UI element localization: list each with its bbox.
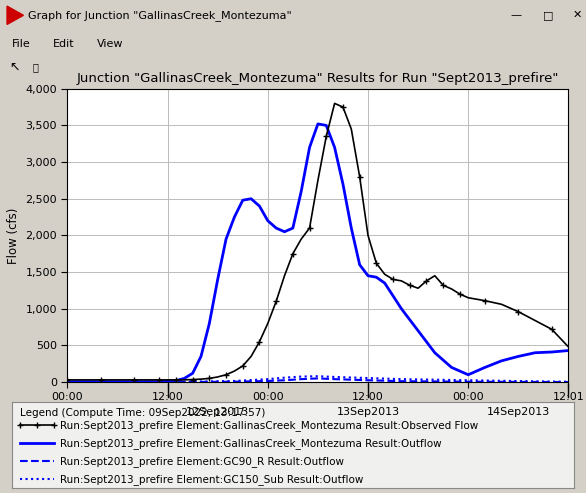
- Text: Edit: Edit: [53, 38, 74, 49]
- Text: □: □: [543, 10, 553, 20]
- Text: 🔍: 🔍: [32, 62, 38, 72]
- Text: 14Sep2013: 14Sep2013: [487, 407, 550, 417]
- Title: Junction "GallinasCreek_Montezuma" Results for Run "Sept2013_prefire": Junction "GallinasCreek_Montezuma" Resul…: [77, 72, 559, 85]
- Text: —: —: [510, 10, 521, 20]
- Text: Run:Sept2013_prefire Element:GC90_R Result:Outflow: Run:Sept2013_prefire Element:GC90_R Resu…: [60, 456, 343, 467]
- Text: 13Sep2013: 13Sep2013: [336, 407, 400, 417]
- Text: View: View: [97, 38, 123, 49]
- Text: Run:Sept2013_prefire Element:GallinasCreek_Montezuma Result:Outflow: Run:Sept2013_prefire Element:GallinasCre…: [60, 438, 441, 449]
- Text: Run:Sept2013_prefire Element:GC150_Sub Result:Outflow: Run:Sept2013_prefire Element:GC150_Sub R…: [60, 474, 363, 485]
- Text: Graph for Junction "GallinasCreek_Montezuma": Graph for Junction "GallinasCreek_Montez…: [28, 10, 292, 21]
- Text: 12Sep2013: 12Sep2013: [186, 407, 249, 417]
- Text: Run:Sept2013_prefire Element:GallinasCreek_Montezuma Result:Observed Flow: Run:Sept2013_prefire Element:GallinasCre…: [60, 420, 478, 430]
- Y-axis label: Flow (cfs): Flow (cfs): [7, 207, 20, 264]
- Text: Legend (Compute Time: 09Sep2022, 13:17:57): Legend (Compute Time: 09Sep2022, 13:17:5…: [20, 408, 265, 418]
- Text: ↖: ↖: [9, 61, 19, 74]
- Text: ✕: ✕: [573, 10, 582, 20]
- Polygon shape: [7, 6, 23, 25]
- Text: File: File: [12, 38, 30, 49]
